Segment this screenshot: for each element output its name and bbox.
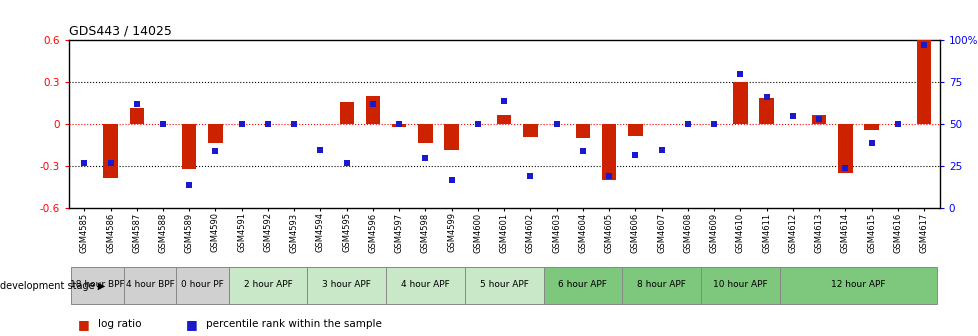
Text: 8 hour APF: 8 hour APF (637, 280, 686, 289)
Bar (307, 267, 385, 304)
Bar (543, 267, 622, 304)
Point (260, 122, 276, 127)
Text: 12 hour APF: 12 hour APF (830, 280, 885, 289)
Text: 6 hour APF: 6 hour APF (557, 280, 606, 289)
Point (705, 122, 721, 127)
Text: ■: ■ (186, 318, 198, 331)
Point (863, 140, 878, 145)
Text: 18 hour BPF: 18 hour BPF (70, 280, 124, 289)
Point (758, 95, 774, 100)
Text: 5 hour APF: 5 hour APF (479, 280, 528, 289)
Bar (575, 124, 590, 138)
Bar (385, 267, 465, 304)
Bar (229, 267, 307, 304)
Bar (123, 267, 176, 304)
Point (680, 122, 695, 127)
Bar (916, 40, 930, 124)
Text: development stage ▶: development stage ▶ (0, 281, 106, 291)
Bar (778, 267, 936, 304)
Text: ■: ■ (78, 318, 90, 331)
Bar (444, 124, 459, 150)
Point (915, 43, 931, 48)
Point (234, 122, 249, 127)
Point (103, 160, 118, 166)
Bar (628, 124, 642, 135)
Point (365, 101, 380, 107)
Text: 10 hour APF: 10 hour APF (712, 280, 767, 289)
Bar (339, 102, 354, 124)
Text: 4 hour BPF: 4 hour BPF (125, 280, 174, 289)
Point (811, 117, 826, 122)
Point (522, 174, 538, 179)
Bar (104, 124, 117, 177)
Point (549, 122, 564, 127)
Bar (759, 98, 773, 124)
Bar (391, 124, 406, 127)
Text: 0 hour PF: 0 hour PF (181, 280, 224, 289)
Point (469, 122, 485, 127)
Point (732, 71, 747, 77)
Bar (465, 267, 543, 304)
Bar (176, 267, 229, 304)
Bar (208, 124, 222, 142)
Point (181, 182, 197, 187)
Point (653, 147, 669, 152)
Text: log ratio: log ratio (98, 319, 141, 329)
Point (627, 152, 643, 157)
Point (129, 101, 145, 107)
Bar (601, 124, 616, 180)
Text: 4 hour APF: 4 hour APF (401, 280, 449, 289)
Bar (837, 124, 852, 173)
Point (574, 149, 590, 154)
Point (418, 155, 433, 161)
Bar (811, 115, 825, 124)
Point (207, 149, 223, 154)
Point (287, 122, 302, 127)
Bar (622, 267, 700, 304)
Text: percentile rank within the sample: percentile rank within the sample (205, 319, 381, 329)
Bar (864, 124, 878, 130)
Point (391, 122, 407, 127)
Point (443, 177, 459, 182)
Bar (418, 124, 432, 142)
Point (600, 174, 616, 179)
Text: 3 hour APF: 3 hour APF (322, 280, 371, 289)
Bar (522, 124, 537, 137)
Bar (497, 115, 511, 124)
Text: 2 hour APF: 2 hour APF (244, 280, 292, 289)
Bar (700, 267, 778, 304)
Point (76, 160, 92, 166)
Point (889, 122, 905, 127)
Bar (733, 82, 747, 124)
Point (784, 113, 800, 119)
Point (836, 165, 852, 171)
Bar (129, 108, 144, 124)
Bar (71, 267, 123, 304)
Bar (366, 96, 379, 124)
Text: GDS443 / 14025: GDS443 / 14025 (68, 25, 171, 38)
Bar (182, 124, 197, 169)
Point (156, 122, 171, 127)
Point (312, 147, 328, 152)
Point (496, 98, 511, 103)
Point (338, 160, 354, 166)
